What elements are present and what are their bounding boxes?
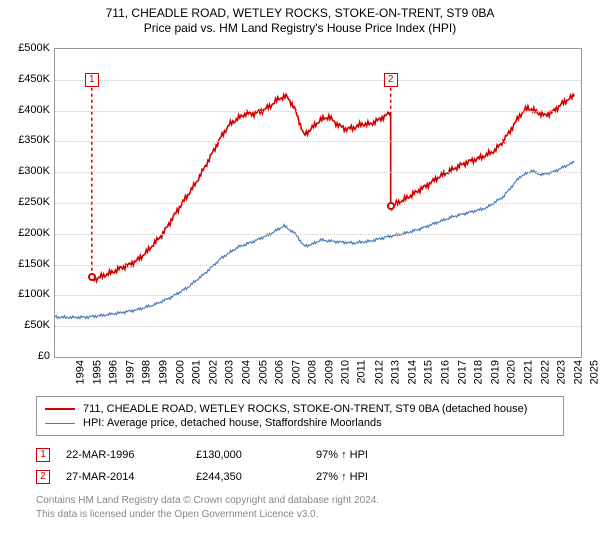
chart-area: 12 £0£50K£100K£150K£200K£250K£300K£350K£… bbox=[0, 42, 600, 392]
legend-item-property: 711, CHEADLE ROAD, WETLEY ROCKS, STOKE-O… bbox=[45, 403, 555, 415]
titles: 711, CHEADLE ROAD, WETLEY ROCKS, STOKE-O… bbox=[0, 0, 600, 35]
series-property bbox=[92, 94, 391, 281]
legend-label: HPI: Average price, detached house, Staf… bbox=[83, 417, 382, 429]
legend-swatch bbox=[45, 408, 75, 410]
y-axis-label: £50K bbox=[0, 319, 50, 331]
sale-marker: 2 bbox=[36, 470, 50, 484]
sale-marker-box: 2 bbox=[384, 73, 398, 87]
y-axis-label: £400K bbox=[0, 104, 50, 116]
sale-price: £244,350 bbox=[196, 471, 316, 483]
sale-price: £130,000 bbox=[196, 449, 316, 461]
sale-pct: 27% ↑ HPI bbox=[316, 471, 416, 483]
y-axis-label: £300K bbox=[0, 165, 50, 177]
footnote-line: Contains HM Land Registry data © Crown c… bbox=[36, 494, 576, 508]
y-axis-label: £350K bbox=[0, 134, 50, 146]
sales-table: 1 22-MAR-1996 £130,000 97% ↑ HPI 2 27-MA… bbox=[36, 444, 564, 488]
legend-item-hpi: HPI: Average price, detached house, Staf… bbox=[45, 417, 555, 429]
x-axis-label: 2025 bbox=[589, 360, 600, 384]
y-axis-label: £0 bbox=[0, 350, 50, 362]
sale-row: 2 27-MAR-2014 £244,350 27% ↑ HPI bbox=[36, 466, 564, 488]
sale-point bbox=[88, 273, 96, 281]
chart-container: 711, CHEADLE ROAD, WETLEY ROCKS, STOKE-O… bbox=[0, 0, 600, 560]
legend-swatch bbox=[45, 423, 75, 424]
sale-date: 27-MAR-2014 bbox=[66, 471, 196, 483]
y-axis-label: £450K bbox=[0, 73, 50, 85]
legend-label: 711, CHEADLE ROAD, WETLEY ROCKS, STOKE-O… bbox=[83, 403, 527, 415]
y-axis-label: £150K bbox=[0, 258, 50, 270]
legend: 711, CHEADLE ROAD, WETLEY ROCKS, STOKE-O… bbox=[36, 396, 564, 436]
sale-row: 1 22-MAR-1996 £130,000 97% ↑ HPI bbox=[36, 444, 564, 466]
y-axis-label: £200K bbox=[0, 227, 50, 239]
y-axis-label: £100K bbox=[0, 288, 50, 300]
plot-area: 12 bbox=[54, 48, 582, 358]
sale-date: 22-MAR-1996 bbox=[66, 449, 196, 461]
footnote: Contains HM Land Registry data © Crown c… bbox=[36, 494, 576, 521]
sale-marker-box: 1 bbox=[85, 73, 99, 87]
title-address: 711, CHEADLE ROAD, WETLEY ROCKS, STOKE-O… bbox=[0, 6, 600, 20]
y-axis-label: £500K bbox=[0, 42, 50, 54]
sale-point bbox=[387, 202, 395, 210]
sale-pct: 97% ↑ HPI bbox=[316, 449, 416, 461]
y-axis-label: £250K bbox=[0, 196, 50, 208]
sale-marker: 1 bbox=[36, 448, 50, 462]
footnote-line: This data is licensed under the Open Gov… bbox=[36, 508, 576, 522]
title-subtitle: Price paid vs. HM Land Registry's House … bbox=[0, 21, 600, 35]
